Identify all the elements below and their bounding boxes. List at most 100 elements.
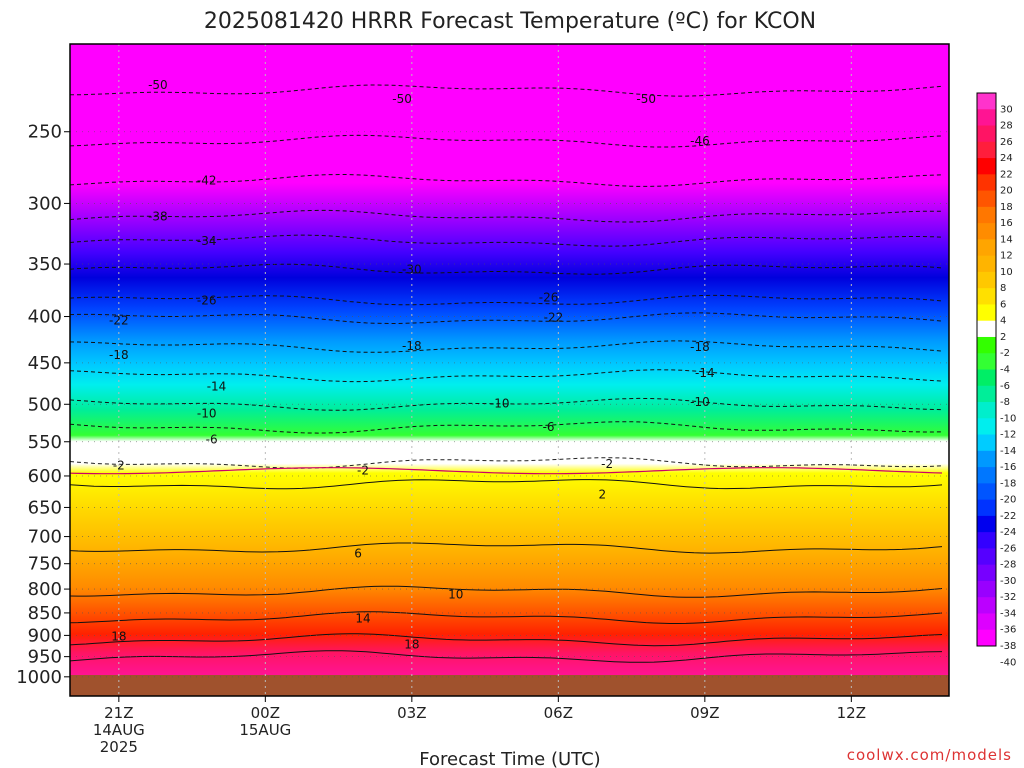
- colorbar-tick-label: 10: [1000, 267, 1013, 278]
- y-tick-label: 800: [28, 579, 62, 600]
- x-tick-label: 14AUG: [93, 721, 145, 739]
- contour-label: -22: [109, 313, 129, 327]
- colorbar-swatch: [977, 548, 996, 566]
- colorbar-swatch: [977, 597, 996, 614]
- contour-label: -26: [539, 290, 559, 304]
- contour-label: -14: [695, 366, 715, 380]
- plot-frame: [69, 43, 950, 697]
- contour-label: -38: [148, 209, 168, 223]
- colorbar-tick-label: -2: [1000, 348, 1010, 359]
- colorbar-swatch: [977, 483, 996, 501]
- contour-line: [69, 650, 943, 663]
- colorbar-tick-label: -28: [1000, 560, 1016, 571]
- contour-label: 6: [354, 547, 362, 561]
- y-tick-label: 550: [28, 432, 62, 453]
- colorbar-tick-label: -10: [1000, 413, 1016, 424]
- contour-label: -2: [357, 464, 369, 478]
- y-tick-label: 500: [28, 394, 62, 415]
- colorbar-tick-label: -6: [1000, 381, 1010, 392]
- colorbar-tick-label: -40: [1000, 657, 1016, 668]
- colorbar-swatch: [977, 239, 996, 257]
- y-tick-label: 350: [28, 254, 62, 275]
- colorbar-swatch: [977, 353, 996, 370]
- colorbar-swatch: [977, 402, 996, 419]
- colorbar-tick-label: 16: [1000, 218, 1013, 229]
- grid-lines: [70, 44, 949, 696]
- colorbar-tick-label: -20: [1000, 495, 1016, 506]
- colorbar-swatch: [977, 174, 996, 192]
- colorbar-swatch: [977, 304, 996, 322]
- y-tick-label: 400: [28, 307, 62, 328]
- colorbar-tick-label: 4: [1000, 316, 1006, 327]
- colorbar-swatch: [977, 320, 996, 338]
- colorbar-swatch: [977, 336, 996, 354]
- y-tick-label: 1000: [16, 667, 62, 688]
- y-axis-ticks: 2503003504004505005506006507007508008509…: [16, 122, 70, 688]
- contour-line: [69, 234, 943, 247]
- colorbar-swatch: [977, 467, 996, 484]
- contour-label: -18: [402, 339, 422, 353]
- y-tick-label: 900: [28, 625, 62, 646]
- y-tick-label: 300: [28, 193, 62, 214]
- contour-line: [69, 611, 943, 624]
- contour-label: 18: [111, 629, 126, 643]
- colorbar-tick-label: -32: [1000, 592, 1016, 603]
- contour-label: 2: [598, 488, 606, 502]
- contour-line: [70, 84, 943, 97]
- colorbar-swatch: [977, 515, 996, 533]
- contour-lines: [69, 84, 943, 663]
- contour-label: -26: [197, 293, 217, 307]
- contour-label: 10: [448, 587, 463, 601]
- colorbar-tick-label: -14: [1000, 446, 1016, 457]
- colorbar-tick-label: -30: [1000, 576, 1016, 587]
- contour-line: [69, 479, 943, 490]
- y-tick-label: 450: [28, 353, 62, 374]
- colorbar-swatch: [977, 255, 996, 273]
- colorbar-tick-label: -16: [1000, 462, 1016, 473]
- colorbar-swatch: [977, 385, 996, 403]
- y-tick-label: 600: [28, 466, 62, 487]
- y-tick-label: 950: [28, 647, 62, 668]
- colorbar-swatch: [977, 288, 996, 305]
- y-tick-label: 650: [28, 497, 62, 518]
- y-tick-label: 750: [28, 554, 62, 575]
- colorbar-swatch: [977, 206, 996, 224]
- contour-line: [69, 173, 943, 187]
- y-tick-label: 250: [28, 122, 62, 143]
- contour-label: -42: [197, 173, 217, 187]
- colorbar-tick-label: -26: [1000, 543, 1016, 554]
- contour-label: -6: [543, 420, 555, 434]
- contour-label: -10: [690, 395, 710, 409]
- contour-line: [69, 457, 943, 469]
- contour-label: -18: [109, 348, 129, 362]
- x-tick-label: 03Z: [397, 704, 426, 722]
- contour-label: -14: [207, 380, 227, 394]
- colorbar-swatch: [977, 418, 996, 436]
- ground-layer: [70, 675, 949, 696]
- contour-label: -34: [197, 234, 217, 248]
- colorbar-swatch: [977, 434, 996, 452]
- contour-line: [69, 397, 943, 411]
- colorbar-tick-label: 12: [1000, 251, 1013, 262]
- colorbar-swatch: [977, 223, 996, 240]
- contour-label: -10: [197, 407, 217, 421]
- contour-line: [69, 369, 943, 383]
- contour-line: [69, 340, 943, 353]
- colorbar-tick-label: 26: [1000, 137, 1013, 148]
- contour-label: -46: [690, 134, 710, 148]
- colorbar-tick-label: 2: [1000, 332, 1006, 343]
- contour-label: -18: [690, 340, 710, 354]
- contour-line: [69, 134, 943, 148]
- x-tick-label: 00Z: [251, 704, 280, 722]
- colorbar-tick-label: -4: [1000, 365, 1010, 376]
- contour-label: -22: [544, 311, 564, 325]
- colorbar-swatch: [977, 369, 996, 387]
- contour-line: [69, 263, 943, 275]
- colorbar-swatch: [977, 564, 996, 582]
- colorbar-swatch: [977, 580, 996, 598]
- colorbar-swatch: [977, 109, 996, 127]
- credit-text: coolwx.com/models: [847, 746, 1012, 764]
- colorbar-tick-label: -12: [1000, 430, 1016, 441]
- colorbar-frame: [976, 92, 997, 647]
- x-axis-label: Forecast Time (UTC): [419, 749, 600, 768]
